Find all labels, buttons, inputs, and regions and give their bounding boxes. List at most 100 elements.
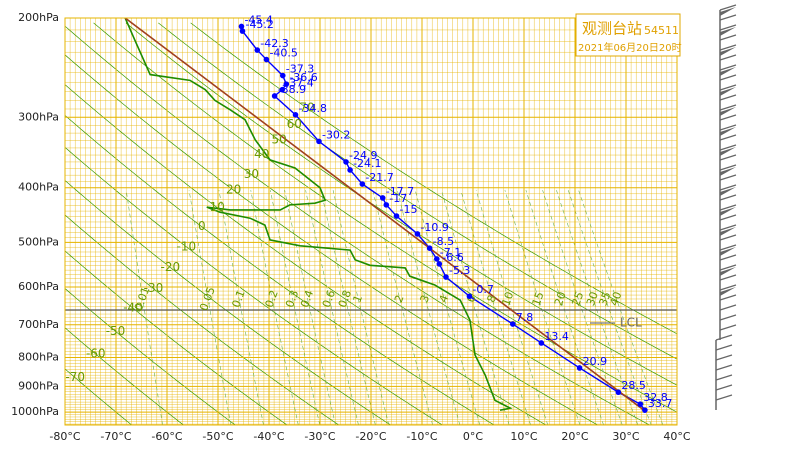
wind-barb [719, 124, 737, 131]
wind-pennant [720, 27, 736, 36]
wind-barb [715, 344, 733, 351]
mixing-ratio-label: 0.8 [336, 288, 354, 309]
profile-point [433, 256, 440, 262]
profile-point [642, 407, 648, 413]
dry-adiabat [93, 22, 677, 413]
mixing-ratio-line [305, 190, 359, 425]
dry-adiabat [65, 288, 236, 425]
wind-barb [719, 54, 737, 61]
x-tick-label: -70°C [100, 430, 131, 443]
wind-pennant [720, 127, 736, 136]
y-tick-label: 300hPa [18, 110, 59, 123]
wind-barb [719, 164, 737, 171]
mixing-ratio-label: 30 [584, 290, 601, 308]
wind-barb [719, 64, 737, 71]
data-label: 32.8 [643, 391, 668, 404]
adiabat-label: -40 [123, 301, 143, 315]
mixing-ratio-label: 2 [392, 293, 407, 304]
mixing-ratio-line [542, 190, 623, 425]
wind-pennant [720, 167, 736, 176]
profile-point [379, 195, 386, 201]
data-label: -10.9 [420, 221, 448, 234]
data-label: -45.4 [244, 13, 272, 26]
mixing-ratio-label: 35 [596, 290, 613, 308]
wind-barb [719, 194, 737, 201]
profile-point [414, 231, 421, 237]
mixing-ratio-line [567, 190, 652, 425]
wind-pennant [720, 47, 736, 56]
wind-pennant [720, 7, 736, 16]
data-label: -24.1 [353, 157, 381, 170]
wind-barb [719, 134, 737, 141]
wind-barb [719, 14, 737, 21]
data-label: -7.1 [440, 246, 461, 259]
dry-adiabat [65, 114, 495, 425]
wind-barb [719, 254, 737, 261]
profile-point [359, 181, 366, 187]
mixing-ratio-line [188, 190, 232, 425]
data-label: 13.4 [544, 330, 569, 343]
mixing-ratio-line [441, 190, 510, 425]
mixing-ratio-line [332, 190, 390, 425]
mixing-ratio-label: 8 [484, 293, 499, 304]
wind-barb [719, 314, 737, 321]
wind-pennant [720, 227, 736, 236]
wind-barb [719, 294, 737, 301]
station-id: 54511 [644, 24, 679, 37]
observation-time: 2021年06月20日20时 [578, 41, 682, 54]
y-tick-label: 700hPa [18, 318, 59, 331]
wind-barb [719, 184, 737, 191]
data-label: -15 [400, 203, 418, 216]
wind-barb [715, 384, 733, 391]
title-box [575, 13, 681, 57]
x-tick-label: -10°C [406, 430, 437, 443]
profile-line [124, 18, 645, 411]
data-label: 20.9 [583, 355, 608, 368]
profile-point [615, 389, 622, 396]
wind-pennant [720, 207, 736, 216]
wind-pennant [720, 287, 736, 296]
dry-adiabat [65, 25, 650, 425]
mixing-ratio-label: 0.6 [320, 288, 338, 309]
wind-barb [715, 394, 733, 401]
data-label: -42.3 [260, 37, 288, 50]
wind-barb [719, 214, 737, 221]
x-tick-label: 0°C [463, 430, 483, 443]
wind-barb [715, 334, 733, 341]
data-label: -17.7 [386, 185, 414, 198]
dry-adiabat [65, 180, 391, 425]
dry-adiabat [65, 214, 339, 425]
profile-point [426, 245, 433, 251]
wind-barb [719, 34, 737, 41]
mixing-ratio-line [475, 190, 549, 425]
data-label: -17 [389, 192, 407, 205]
mixing-ratio-label: 1 [350, 293, 365, 304]
profile-point [283, 81, 290, 87]
data-label: -8.5 [433, 235, 454, 248]
wind-barb [719, 204, 737, 211]
wind-barb [715, 374, 733, 381]
wind-pennant [720, 147, 736, 156]
mixing-ratio-label: 0.2 [263, 288, 281, 309]
wind-barb [719, 44, 737, 51]
data-label: -40.5 [269, 47, 297, 60]
mixing-ratio-label: 10 [499, 290, 516, 308]
y-tick-label: 900hPa [18, 379, 59, 392]
x-tick-label: 20°C [561, 430, 588, 443]
wind-barb [719, 74, 737, 81]
wind-barb [719, 244, 737, 251]
profile-point [271, 93, 278, 99]
wind-barb [719, 144, 737, 151]
profile-point [279, 86, 286, 93]
mixing-ratio-label: 0.4 [298, 288, 316, 309]
mixing-ratio-line [320, 190, 376, 425]
mixing-ratio-line [504, 190, 581, 425]
wind-barb [715, 354, 733, 361]
x-tick-label: 40°C [663, 430, 690, 443]
data-label: -36.6 [289, 71, 317, 84]
mixing-ratio-label: 40 [607, 290, 624, 308]
dry-adiabat [65, 368, 132, 425]
data-label: -0.7 [472, 283, 493, 296]
profile-point [254, 47, 261, 53]
